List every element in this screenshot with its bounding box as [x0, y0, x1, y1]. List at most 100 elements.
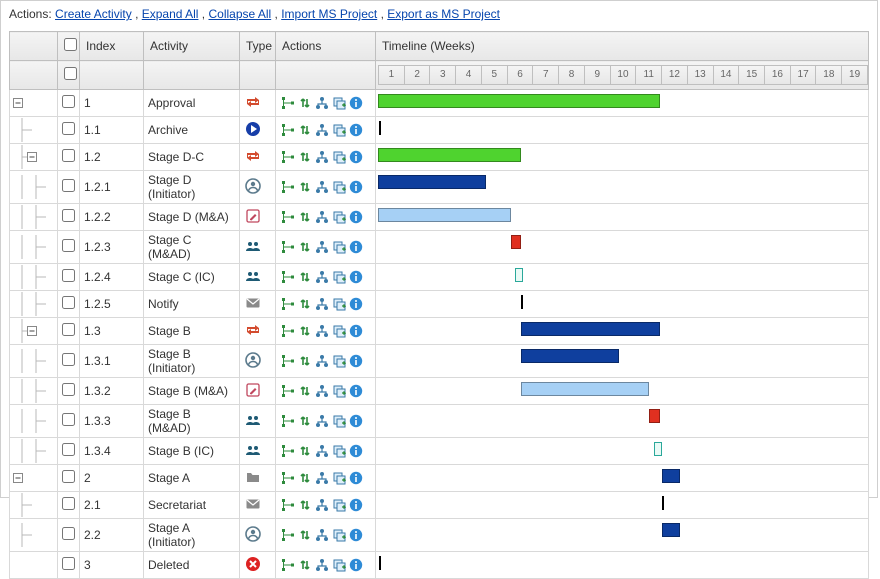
action-tree-icon[interactable]	[280, 179, 296, 195]
row-checkbox-cell[interactable]	[58, 144, 80, 171]
tree-cell[interactable]	[10, 318, 58, 345]
action-info-icon[interactable]	[348, 383, 364, 399]
tree-cell[interactable]	[10, 144, 58, 171]
action-org-icon[interactable]	[314, 122, 330, 138]
action-info-icon[interactable]	[348, 209, 364, 225]
gantt-bar[interactable]	[521, 382, 649, 396]
action-info-icon[interactable]	[348, 497, 364, 513]
action-org-icon[interactable]	[314, 323, 330, 339]
row-checkbox-cell[interactable]	[58, 204, 80, 231]
action-org-icon[interactable]	[314, 470, 330, 486]
action-info-icon[interactable]	[348, 557, 364, 573]
gantt-bar[interactable]	[378, 94, 660, 108]
row-checkbox[interactable]	[64, 67, 77, 80]
gantt-bar[interactable]	[511, 235, 521, 249]
row-checkbox[interactable]	[62, 443, 75, 456]
action-link-export-as-ms-project[interactable]: Export as MS Project	[387, 7, 500, 21]
action-copy-icon[interactable]	[331, 527, 347, 543]
action-tree-icon[interactable]	[280, 296, 296, 312]
action-copy-icon[interactable]	[331, 443, 347, 459]
row-checkbox-cell[interactable]	[58, 117, 80, 144]
action-arrows-icon[interactable]	[297, 239, 313, 255]
action-arrows-icon[interactable]	[297, 443, 313, 459]
action-copy-icon[interactable]	[331, 149, 347, 165]
action-info-icon[interactable]	[348, 95, 364, 111]
action-arrows-icon[interactable]	[297, 497, 313, 513]
row-checkbox-cell[interactable]	[58, 438, 80, 465]
action-arrows-icon[interactable]	[297, 269, 313, 285]
action-tree-icon[interactable]	[280, 323, 296, 339]
row-checkbox[interactable]	[62, 353, 75, 366]
action-tree-icon[interactable]	[280, 413, 296, 429]
action-tree-icon[interactable]	[280, 470, 296, 486]
gantt-bar[interactable]	[378, 148, 521, 162]
action-arrows-icon[interactable]	[297, 209, 313, 225]
action-copy-icon[interactable]	[331, 296, 347, 312]
action-tree-icon[interactable]	[280, 269, 296, 285]
row-checkbox[interactable]	[62, 209, 75, 222]
col-checkbox-all[interactable]	[58, 32, 80, 61]
gantt-bar[interactable]	[521, 349, 618, 363]
action-info-icon[interactable]	[348, 353, 364, 369]
action-info-icon[interactable]	[348, 149, 364, 165]
action-org-icon[interactable]	[314, 209, 330, 225]
gantt-bar[interactable]	[378, 175, 486, 189]
action-copy-icon[interactable]	[331, 209, 347, 225]
action-org-icon[interactable]	[314, 497, 330, 513]
row-checkbox-cell[interactable]	[58, 318, 80, 345]
select-blank-checkbox-hdr[interactable]	[58, 61, 80, 90]
action-tree-icon[interactable]	[280, 209, 296, 225]
tree-cell[interactable]	[10, 465, 58, 492]
action-org-icon[interactable]	[314, 296, 330, 312]
row-checkbox-cell[interactable]	[58, 405, 80, 438]
row-checkbox[interactable]	[62, 149, 75, 162]
row-checkbox[interactable]	[62, 383, 75, 396]
row-checkbox[interactable]	[62, 527, 75, 540]
action-arrows-icon[interactable]	[297, 323, 313, 339]
action-tree-icon[interactable]	[280, 122, 296, 138]
gantt-bar[interactable]	[662, 523, 680, 537]
action-arrows-icon[interactable]	[297, 122, 313, 138]
row-checkbox-cell[interactable]	[58, 171, 80, 204]
action-copy-icon[interactable]	[331, 122, 347, 138]
action-info-icon[interactable]	[348, 527, 364, 543]
action-info-icon[interactable]	[348, 413, 364, 429]
action-link-create-activity[interactable]: Create Activity	[55, 7, 132, 21]
action-info-icon[interactable]	[348, 239, 364, 255]
action-arrows-icon[interactable]	[297, 149, 313, 165]
action-info-icon[interactable]	[348, 179, 364, 195]
row-checkbox-cell[interactable]	[58, 345, 80, 378]
row-checkbox[interactable]	[62, 179, 75, 192]
action-copy-icon[interactable]	[331, 353, 347, 369]
action-copy-icon[interactable]	[331, 383, 347, 399]
row-checkbox-cell[interactable]	[58, 90, 80, 117]
action-tree-icon[interactable]	[280, 383, 296, 399]
action-copy-icon[interactable]	[331, 557, 347, 573]
action-info-icon[interactable]	[348, 443, 364, 459]
row-checkbox-cell[interactable]	[58, 552, 80, 579]
action-tree-icon[interactable]	[280, 95, 296, 111]
action-org-icon[interactable]	[314, 239, 330, 255]
action-tree-icon[interactable]	[280, 557, 296, 573]
action-org-icon[interactable]	[314, 269, 330, 285]
action-link-import-ms-project[interactable]: Import MS Project	[281, 7, 377, 21]
gantt-bar[interactable]	[515, 268, 523, 282]
action-arrows-icon[interactable]	[297, 470, 313, 486]
action-link-collapse-all[interactable]: Collapse All	[208, 7, 271, 21]
row-checkbox[interactable]	[62, 269, 75, 282]
action-arrows-icon[interactable]	[297, 296, 313, 312]
action-info-icon[interactable]	[348, 269, 364, 285]
gantt-bar[interactable]	[378, 208, 511, 222]
action-copy-icon[interactable]	[331, 413, 347, 429]
action-copy-icon[interactable]	[331, 497, 347, 513]
action-tree-icon[interactable]	[280, 497, 296, 513]
gantt-bar[interactable]	[521, 322, 659, 336]
action-tree-icon[interactable]	[280, 353, 296, 369]
row-checkbox[interactable]	[62, 95, 75, 108]
action-info-icon[interactable]	[348, 323, 364, 339]
action-copy-icon[interactable]	[331, 179, 347, 195]
row-checkbox[interactable]	[62, 413, 75, 426]
action-org-icon[interactable]	[314, 527, 330, 543]
row-checkbox-cell[interactable]	[58, 264, 80, 291]
row-checkbox-cell[interactable]	[58, 519, 80, 552]
